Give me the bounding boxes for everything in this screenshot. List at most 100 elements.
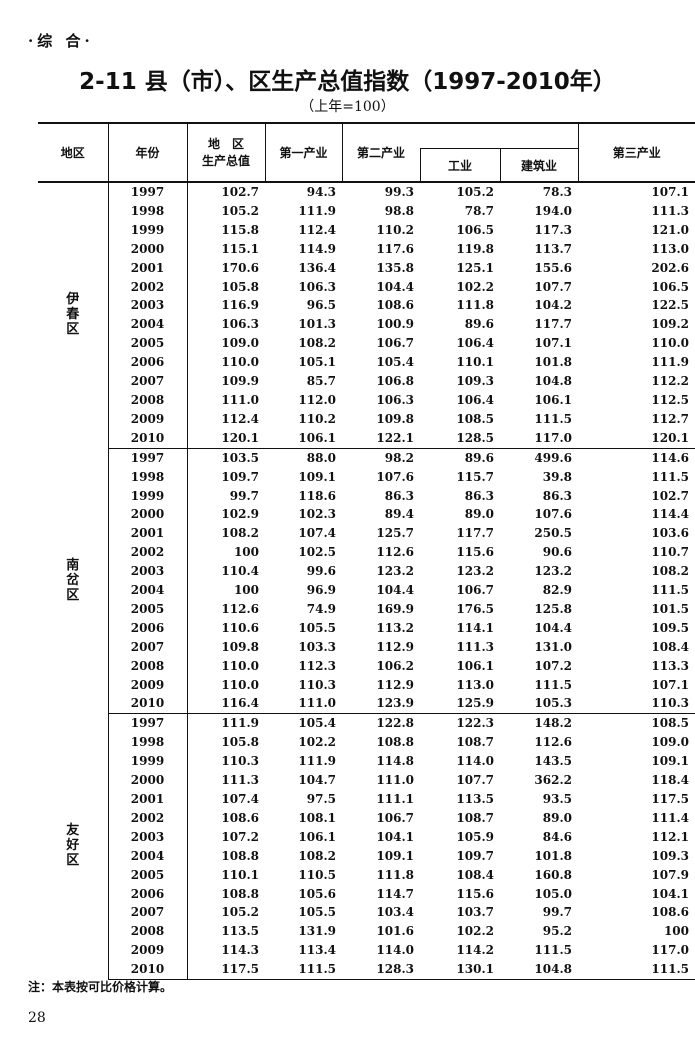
tertiary-cell: 111.5 xyxy=(651,469,689,484)
primary-cell: 112.0 xyxy=(298,392,336,407)
secondary-cell: 106.7 xyxy=(376,336,414,351)
construction-cell: 362.2 xyxy=(534,773,572,788)
construction-cell: 499.6 xyxy=(534,450,572,465)
primary-cell: 105.6 xyxy=(298,886,336,901)
gdp-cell: 105.2 xyxy=(221,203,259,218)
construction-cell: 117.3 xyxy=(534,222,572,237)
secondary-cell: 111.8 xyxy=(376,867,414,882)
primary-cell: 110.2 xyxy=(298,411,336,426)
primary-cell: 106.3 xyxy=(298,279,336,294)
construction-cell: 143.5 xyxy=(534,754,572,769)
year-cell: 2000 xyxy=(108,505,188,525)
gdp-cell: 170.6 xyxy=(221,260,259,275)
secondary-cell: 117.6 xyxy=(376,241,414,256)
table-row: 2007 109.9 85.7 106.8 109.3 104.8 112.2 xyxy=(38,372,695,391)
secondary-cell: 114.8 xyxy=(376,754,414,769)
table-row: 2007 109.8 103.3 112.9 111.3 131.0 108.4 xyxy=(38,637,695,657)
year-cell: 2003 xyxy=(108,827,188,847)
construction-cell: 125.8 xyxy=(534,601,572,616)
construction-cell: 105.3 xyxy=(500,694,578,715)
year-cell: 2003 xyxy=(108,562,188,582)
year-cell: 2003 xyxy=(108,296,188,316)
gdp-cell: 116.9 xyxy=(221,298,259,313)
table-row: 2005 110.1 110.5 111.8 108.4 160.8 107.9 xyxy=(38,865,695,885)
table-row: 2009 112.4 110.2 109.8 108.5 111.5 112.7 xyxy=(38,409,695,429)
gdp-index-table: 地区 年份 地 区 生产总值 第一产业 第二产业 第三产业 工业 建筑业 伊春区… xyxy=(38,122,695,981)
table-row: 2002 108.6 108.1 106.7 108.7 89.0 111.4 xyxy=(38,808,695,828)
secondary-cell: 123.9 xyxy=(342,694,420,715)
secondary-cell: 112.6 xyxy=(376,545,414,560)
tertiary-cell: 109.1 xyxy=(651,754,689,769)
industry-cell: 108.4 xyxy=(456,867,494,882)
primary-cell: 94.3 xyxy=(306,185,336,199)
primary-cell: 131.9 xyxy=(298,924,336,939)
secondary-cell: 103.4 xyxy=(376,905,414,920)
secondary-cell: 135.8 xyxy=(376,260,414,275)
industry-cell: 114.2 xyxy=(456,943,494,958)
construction-cell: 90.6 xyxy=(542,545,572,560)
table-row: 2000 115.1 114.9 117.6 119.8 113.7 113.0 xyxy=(38,239,695,259)
primary-cell: 105.5 xyxy=(298,620,336,635)
primary-cell: 101.3 xyxy=(298,317,336,332)
industry-cell: 115.6 xyxy=(456,886,494,901)
construction-cell: 113.7 xyxy=(534,241,572,256)
secondary-cell: 122.1 xyxy=(342,428,420,449)
secondary-cell: 108.8 xyxy=(376,735,414,750)
primary-cell: 102.3 xyxy=(298,507,336,522)
gdp-cell: 114.3 xyxy=(221,943,259,958)
tertiary-cell: 109.3 xyxy=(651,848,689,863)
table-row: 1999 99.7 118.6 86.3 86.3 86.3 102.7 xyxy=(38,486,695,506)
gdp-cell: 109.7 xyxy=(221,469,259,484)
primary-cell: 111.0 xyxy=(265,694,342,715)
construction-cell: 194.0 xyxy=(534,203,572,218)
page-title: 2-11 县（市）、区生产总值指数（1997-2010年） xyxy=(79,69,616,95)
gdp-cell: 109.0 xyxy=(221,336,259,351)
industry-cell: 106.7 xyxy=(456,583,494,598)
table-row: 2003 110.4 99.6 123.2 123.2 123.2 108.2 xyxy=(38,562,695,582)
table-row: 2001 107.4 97.5 111.1 113.5 93.5 117.5 xyxy=(38,790,695,809)
construction-cell: 107.1 xyxy=(534,336,572,351)
gdp-cell: 107.4 xyxy=(221,792,259,806)
tertiary-cell: 100 xyxy=(663,924,689,939)
gdp-cell: 102.7 xyxy=(221,185,259,199)
secondary-cell: 98.8 xyxy=(384,203,414,218)
region-name: 友好区 xyxy=(66,823,80,869)
year-cell: 2002 xyxy=(108,277,188,297)
tertiary-cell: 112.2 xyxy=(651,374,689,389)
tertiary-cell: 108.6 xyxy=(651,905,689,920)
tertiary-cell: 107.1 xyxy=(651,185,689,199)
secondary-cell: 113.2 xyxy=(376,620,414,635)
gdp-cell: 113.5 xyxy=(221,924,259,939)
industry-cell: 108.5 xyxy=(456,411,494,426)
secondary-cell: 108.6 xyxy=(376,298,414,313)
gdp-cell: 110.0 xyxy=(221,658,259,673)
header-gdp: 地 区 生产总值 xyxy=(187,122,266,182)
year-cell: 2004 xyxy=(108,315,188,335)
construction-cell: 106.1 xyxy=(534,392,572,407)
tertiary-cell: 106.5 xyxy=(651,279,689,294)
region-cell: 南岔区 xyxy=(38,448,109,714)
industry-cell: 107.7 xyxy=(456,773,494,788)
gdp-cell: 111.3 xyxy=(221,773,259,788)
gdp-cell: 109.9 xyxy=(221,374,259,389)
gdp-cell: 110.0 xyxy=(221,355,259,370)
gdp-cell: 105.2 xyxy=(221,905,259,920)
construction-cell: 101.8 xyxy=(534,848,572,863)
secondary-cell: 111.0 xyxy=(376,773,414,788)
year-cell: 2010 xyxy=(108,428,188,449)
tertiary-cell: 108.4 xyxy=(651,639,689,654)
gdp-cell: 100 xyxy=(233,583,259,598)
primary-cell: 112.4 xyxy=(298,222,336,237)
tertiary-cell: 111.3 xyxy=(651,203,689,218)
year-cell: 2000 xyxy=(108,239,188,259)
construction-cell: 107.6 xyxy=(534,507,572,522)
primary-cell: 113.4 xyxy=(298,943,336,958)
year-cell: 2006 xyxy=(108,353,188,373)
year-cell: 2005 xyxy=(108,599,188,619)
tertiary-cell: 110.7 xyxy=(651,545,689,560)
secondary-cell: 110.2 xyxy=(376,222,414,237)
primary-cell: 106.1 xyxy=(298,829,336,844)
gdp-cell: 109.8 xyxy=(221,639,259,654)
primary-cell: 97.5 xyxy=(306,792,336,806)
year-cell: 2006 xyxy=(108,884,188,904)
